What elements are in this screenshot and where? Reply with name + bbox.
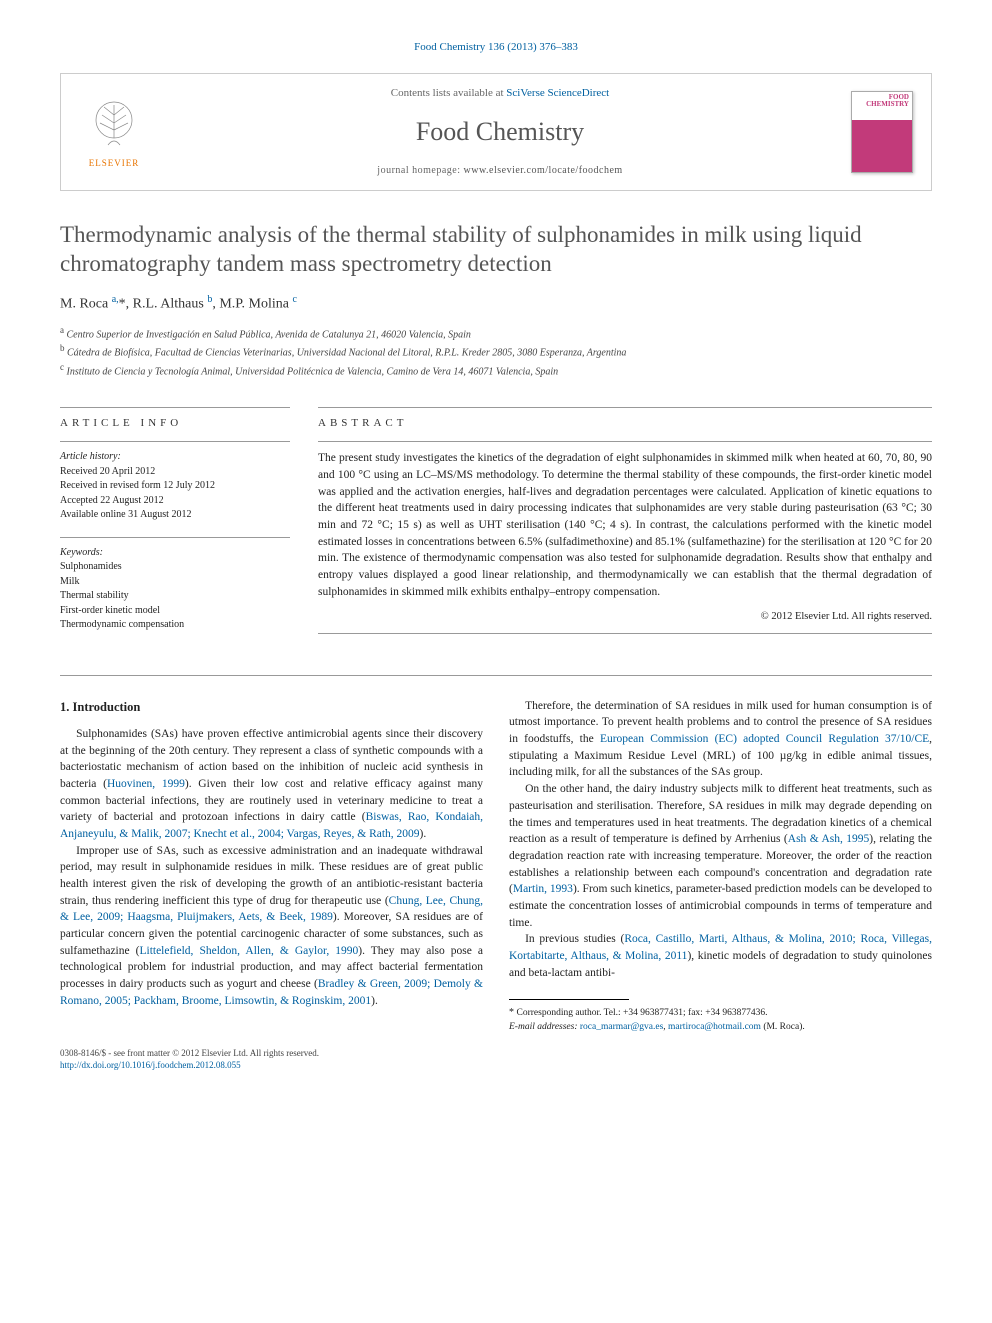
homepage-link[interactable]: www.elsevier.com/locate/foodchem — [464, 165, 623, 176]
para-4: On the other hand, the dairy industry su… — [509, 781, 932, 931]
footnote-rule — [509, 999, 629, 1000]
history-item: Accepted 22 August 2012 — [60, 494, 290, 509]
body-text: 1. Introduction Sulphonamides (SAs) have… — [60, 698, 932, 1034]
email-link[interactable]: roca_marmar@gva.es — [580, 1022, 663, 1032]
history-item: Received 20 April 2012 — [60, 465, 290, 480]
citation-link[interactable]: Huovinen, 1999 — [107, 778, 185, 790]
article-info-head: ARTICLE INFO — [60, 416, 290, 431]
journal-name: Food Chemistry — [149, 114, 851, 150]
contents-line: Contents lists available at SciVerse Sci… — [149, 86, 851, 101]
keyword-item: Sulphonamides — [60, 560, 290, 575]
scidirect-link[interactable]: SciVerse ScienceDirect — [506, 87, 609, 99]
para-2: Improper use of SAs, such as excessive a… — [60, 843, 483, 1010]
abstract-text: The present study investigates the kinet… — [318, 450, 932, 600]
citation-link[interactable]: Martin, 1993 — [513, 883, 573, 895]
top-citation: Food Chemistry 136 (2013) 376–383 — [60, 40, 932, 55]
footnotes: * Corresponding author. Tel.: +34 963877… — [509, 1006, 932, 1034]
affiliations: a Centro Superior de Investigación en Sa… — [60, 324, 932, 379]
abstract-copyright: © 2012 Elsevier Ltd. All rights reserved… — [318, 610, 932, 625]
para-1: Sulphonamides (SAs) have proven effectiv… — [60, 726, 483, 843]
keyword-item: Thermodynamic compensation — [60, 618, 290, 633]
section-heading-intro: 1. Introduction — [60, 698, 483, 716]
bottom-bar: 0308-8146/$ - see front matter © 2012 El… — [60, 1048, 932, 1071]
history-item: Available online 31 August 2012 — [60, 508, 290, 523]
tree-icon — [84, 95, 144, 155]
history-item: Received in revised form 12 July 2012 — [60, 479, 290, 494]
citation-link[interactable]: Ash & Ash, 1995 — [788, 833, 870, 845]
homepage-line: journal homepage: www.elsevier.com/locat… — [149, 164, 851, 178]
article-info: ARTICLE INFO Article history: Received 2… — [60, 399, 290, 647]
history-label: Article history: — [60, 450, 290, 465]
citation-link[interactable]: Littelefield, Sheldon, Allen, & Gaylor, … — [139, 945, 358, 957]
keyword-item: Milk — [60, 575, 290, 590]
cover-thumbnail: FOOD CHEMISTRY — [851, 91, 913, 173]
keywords-label: Keywords: — [60, 546, 290, 561]
elsevier-wordmark: ELSEVIER — [89, 157, 140, 170]
elsevier-logo: ELSEVIER — [79, 92, 149, 172]
author-list: M. Roca a,*, R.L. Althaus b, M.P. Molina… — [60, 293, 932, 314]
para-5: In previous studies (Roca, Castillo, Mar… — [509, 931, 932, 981]
citation-link[interactable]: European Commission (EC) adopted Council… — [600, 733, 929, 745]
article-title: Thermodynamic analysis of the thermal st… — [60, 221, 932, 279]
doi-link[interactable]: http://dx.doi.org/10.1016/j.foodchem.201… — [60, 1060, 241, 1070]
abstract-head: ABSTRACT — [318, 416, 932, 431]
para-3: Therefore, the determination of SA resid… — [509, 698, 932, 781]
keyword-item: First-order kinetic model — [60, 604, 290, 619]
keyword-item: Thermal stability — [60, 589, 290, 604]
abstract: ABSTRACT The present study investigates … — [318, 399, 932, 647]
masthead: ELSEVIER Contents lists available at Sci… — [60, 73, 932, 191]
email-link[interactable]: martiroca@hotmail.com — [668, 1022, 761, 1032]
